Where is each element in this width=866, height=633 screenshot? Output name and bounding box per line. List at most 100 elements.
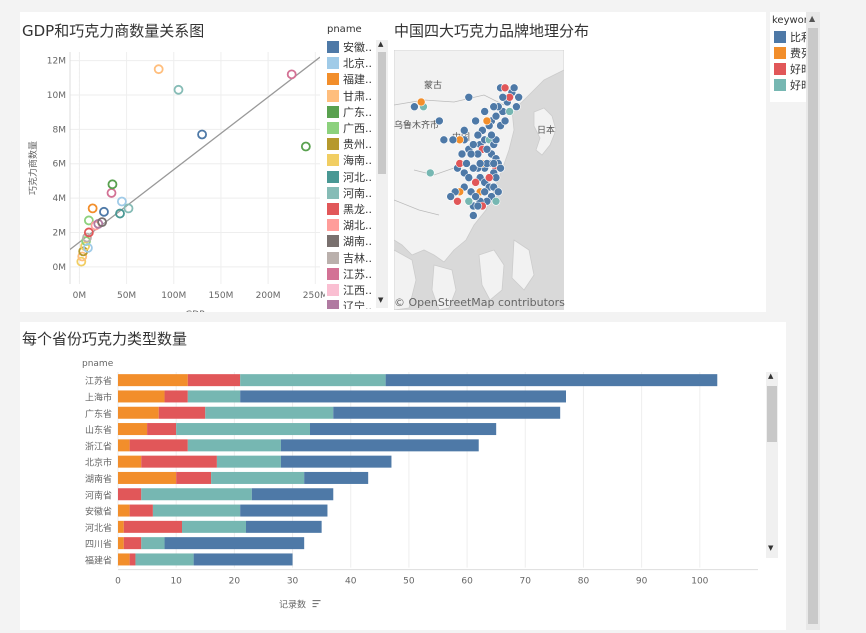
map-point[interactable] <box>491 196 501 206</box>
stacked-bar-chart[interactable]: pname 江苏省上海市广东省山东省浙江省北京市湖南省河南省安徽省河北省四川省福建… <box>20 350 780 630</box>
bar-segment[interactable] <box>280 455 392 468</box>
scatter-legend-item[interactable]: 贵州.. <box>327 136 372 152</box>
scatter-point[interactable] <box>97 217 107 228</box>
map-point[interactable] <box>471 116 480 126</box>
scatter-scroll-thumb[interactable] <box>378 52 386 174</box>
map-point[interactable] <box>459 126 469 135</box>
bar-scrollbar[interactable]: ▲ ▼ <box>766 372 778 558</box>
scatter-point[interactable] <box>116 196 127 207</box>
bar-segment[interactable] <box>118 406 159 419</box>
bar-segment[interactable] <box>129 553 136 566</box>
bar-segment[interactable] <box>141 455 217 468</box>
map-legend-item[interactable]: 费列 <box>774 45 806 61</box>
scatter-legend-item[interactable]: 河北.. <box>327 169 372 185</box>
scatter-legend-item[interactable]: 湖南.. <box>327 233 372 249</box>
sort-icon[interactable] <box>312 600 321 608</box>
scatter-point[interactable] <box>83 243 93 253</box>
map-point[interactable] <box>466 149 476 159</box>
scatter-legend-item[interactable]: 辽宁.. <box>327 298 372 309</box>
bar-segment[interactable] <box>158 406 206 419</box>
bar-segment[interactable] <box>304 471 369 484</box>
map-point[interactable] <box>464 92 474 102</box>
bar-segment[interactable] <box>310 423 497 436</box>
bar-segment[interactable] <box>187 374 241 387</box>
bar-segment[interactable] <box>118 504 130 517</box>
scatter-point[interactable] <box>87 203 98 214</box>
map-point[interactable] <box>410 102 419 112</box>
map-point[interactable] <box>469 211 478 220</box>
map-point[interactable] <box>425 168 435 178</box>
scatter-legend-item[interactable]: 吉林.. <box>327 250 372 266</box>
scatter-legend-item[interactable]: 黑龙.. <box>327 201 372 217</box>
scatter-point[interactable] <box>83 215 94 226</box>
map-point[interactable] <box>469 140 478 149</box>
map-point[interactable] <box>435 116 444 126</box>
bar-segment[interactable] <box>118 390 165 403</box>
scatter-point[interactable] <box>99 206 109 217</box>
scatter-legend-item[interactable]: 江苏.. <box>327 266 372 282</box>
map-point[interactable] <box>480 187 489 197</box>
map-point[interactable] <box>489 102 499 112</box>
scatter-point[interactable] <box>82 232 92 243</box>
map-point[interactable] <box>500 83 510 93</box>
scatter-scroll-up-arrow[interactable]: ▲ <box>378 40 384 48</box>
map-point[interactable] <box>471 178 480 187</box>
scatter-plot[interactable]: 0M 2M 4M 6M 8M 10M 12M 0M 50M 100M 150M 200M 250M GDP… <box>20 22 325 312</box>
bar-segment[interactable] <box>118 520 124 533</box>
bar-segment[interactable] <box>152 504 241 517</box>
bar-segment[interactable] <box>129 504 153 517</box>
map-legend-item[interactable]: 好时 <box>774 77 806 93</box>
bar-segment[interactable] <box>176 471 212 484</box>
scatter-point[interactable] <box>115 208 125 219</box>
bar-scroll-up-arrow[interactable]: ▲ <box>768 372 774 380</box>
map-point[interactable] <box>505 107 514 116</box>
scatter-legend-item[interactable]: 江西.. <box>327 282 372 298</box>
bar-segment[interactable] <box>385 374 718 387</box>
scatter-legend-item[interactable]: 湖北.. <box>327 217 372 233</box>
map-point[interactable] <box>484 173 494 182</box>
bar-segment[interactable] <box>118 471 177 484</box>
bar-segment[interactable] <box>193 553 293 566</box>
map-point[interactable] <box>439 135 449 145</box>
bar-segment[interactable] <box>123 520 182 533</box>
map-point[interactable] <box>473 201 483 211</box>
bar-segment[interactable] <box>123 537 142 550</box>
bar-segment[interactable] <box>118 374 188 387</box>
bar-segment[interactable] <box>251 488 334 501</box>
scatter-point[interactable] <box>83 227 94 238</box>
brand-map[interactable]: 蒙古 日本 乌鲁木齐市 中国 <box>394 50 564 310</box>
bar-segment[interactable] <box>118 537 124 550</box>
bar-segment[interactable] <box>135 553 194 566</box>
bar-segment[interactable] <box>118 423 148 436</box>
bar-segment[interactable] <box>280 439 479 452</box>
map-point[interactable] <box>448 135 458 145</box>
scatter-point[interactable] <box>300 141 311 152</box>
bar-segment[interactable] <box>211 471 305 484</box>
page-scrollbar[interactable]: ▲ <box>806 12 820 630</box>
page-scroll-up-arrow[interactable]: ▲ <box>809 14 816 23</box>
bar-segment[interactable] <box>118 439 130 452</box>
scatter-point[interactable] <box>173 84 184 95</box>
bar-segment[interactable] <box>182 520 246 533</box>
page-scroll-thumb[interactable] <box>808 28 818 624</box>
scatter-legend-item[interactable]: 甘肃.. <box>327 88 372 104</box>
map-point[interactable] <box>500 116 510 126</box>
scatter-point[interactable] <box>153 64 164 75</box>
bar-segment[interactable] <box>118 455 142 468</box>
scatter-legend-item[interactable]: 河南.. <box>327 185 372 201</box>
map-point[interactable] <box>514 92 523 102</box>
map-legend-item[interactable]: 比利 <box>774 29 806 45</box>
scatter-point[interactable] <box>286 69 297 80</box>
map-point[interactable] <box>462 159 471 168</box>
map-point[interactable] <box>453 196 462 206</box>
map-point[interactable] <box>482 144 492 154</box>
scatter-point[interactable] <box>106 188 117 198</box>
map-point[interactable] <box>471 192 480 201</box>
bar-segment[interactable] <box>333 406 561 419</box>
map-point[interactable] <box>512 102 521 112</box>
bar-segment[interactable] <box>240 374 386 387</box>
map-point[interactable] <box>446 192 455 201</box>
bar-segment[interactable] <box>240 390 566 403</box>
map-point[interactable] <box>509 83 519 93</box>
bar-segment[interactable] <box>240 504 328 517</box>
